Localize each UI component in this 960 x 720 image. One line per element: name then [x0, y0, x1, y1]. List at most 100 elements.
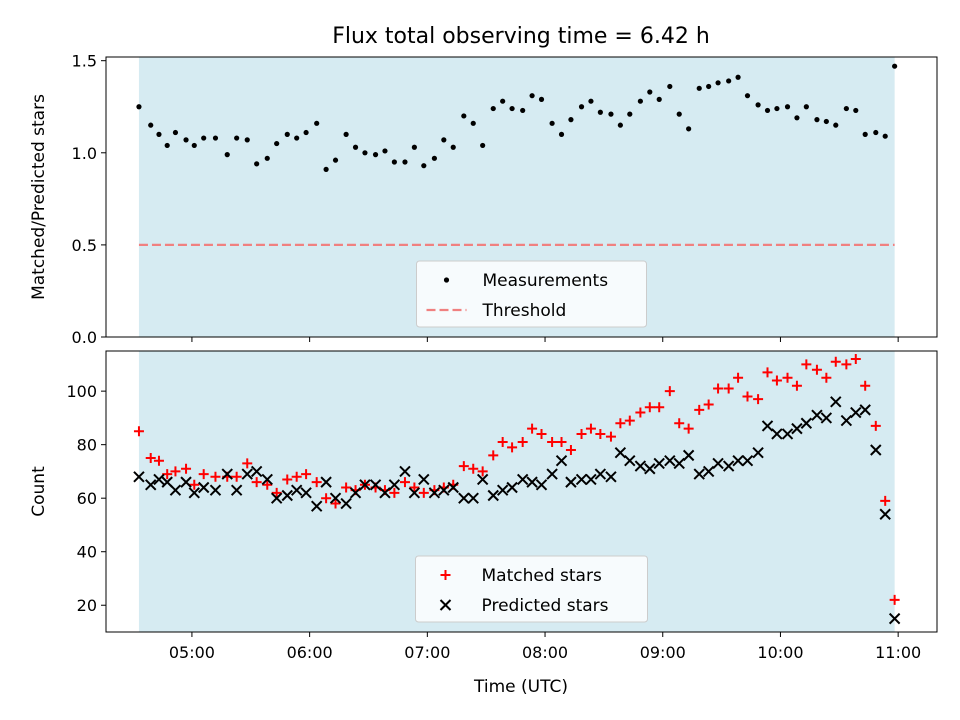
predicted-star-point-20: [329, 492, 342, 504]
predicted-star-point-64: [761, 420, 774, 432]
measurement-point-73: [853, 107, 859, 114]
predicted-star-point-54: [664, 455, 676, 467]
predicted-star-point-37: [496, 484, 509, 496]
predicted-star-point-24: [369, 479, 382, 491]
measurement-point-62: [744, 93, 751, 99]
y-tick-label: 0.5: [72, 236, 97, 255]
predicted-star-point-40: [526, 476, 538, 488]
measurement-point-30: [431, 155, 437, 161]
matched-star-point-40: [527, 423, 538, 434]
matched-star-point-57: [694, 404, 705, 415]
legend-label: Measurements: [483, 271, 609, 291]
matched-star-point-67: [791, 380, 802, 391]
measurement-point-39: [520, 107, 526, 114]
matched-star-point-34: [468, 463, 479, 474]
matched-star-point-45: [576, 428, 587, 439]
predicted-star-point-67: [791, 422, 803, 435]
x-tick-label: 10:00: [757, 643, 803, 662]
predicted-star-point-60: [722, 460, 735, 472]
measurement-point-11: [244, 137, 250, 143]
matched-star-point-19: [321, 493, 332, 504]
measurement-point-72: [843, 105, 849, 112]
matched-star-point-12: [251, 477, 262, 488]
measurement-point-59: [715, 80, 721, 86]
measurement-point-01: [148, 122, 154, 128]
predicted-star-point-70: [820, 412, 833, 424]
matched-star-point-10: [231, 471, 242, 482]
predicted-star-point-76: [879, 508, 891, 520]
predicted-star-point-08: [209, 484, 222, 496]
measurement-point-36: [490, 105, 496, 112]
matched-star-point-76: [880, 495, 891, 506]
matched-star-point-49: [615, 418, 626, 429]
predicted-star-point-58: [702, 465, 715, 478]
predicted-star-point-47: [594, 468, 607, 480]
measurement-point-20: [332, 157, 339, 163]
predicted-star-point-75: [870, 444, 882, 456]
matched-star-point-73: [850, 354, 861, 365]
matched-star-point-53: [654, 402, 665, 413]
predicted-star-point-41: [535, 479, 548, 491]
measurement-point-40: [529, 93, 535, 99]
matched-star-point-29: [418, 487, 429, 498]
axes-frame: [105, 56, 938, 338]
matched-star-point-71: [830, 356, 841, 367]
matched-star-point-01: [145, 453, 156, 464]
predicted-star-point-44: [565, 476, 577, 488]
measurement-point-00: [136, 104, 142, 110]
y-tick-label: 1.0: [72, 144, 97, 163]
matched-star-point-65: [771, 375, 782, 386]
legend-marker-x: [439, 599, 452, 611]
legend-label: Threshold: [482, 301, 567, 321]
predicted-star-point-13: [261, 473, 273, 486]
predicted-star-point-26: [388, 479, 401, 491]
predicted-star-point-22: [349, 487, 362, 499]
measurement-point-32: [450, 144, 456, 150]
measurement-point-54: [667, 83, 673, 90]
matched-star-point-51: [635, 407, 646, 418]
y-tick-label: 80: [77, 436, 97, 455]
measurement-point-34: [470, 120, 476, 126]
measurement-point-21: [343, 131, 349, 137]
measurement-point-66: [784, 104, 791, 110]
measurement-point-38: [509, 105, 515, 112]
measurement-point-76: [882, 133, 888, 139]
matched-star-point-72: [841, 359, 852, 370]
measurement-point-45: [578, 104, 585, 110]
matched-star-point-33: [458, 461, 469, 472]
predicted-star-point-71: [830, 396, 842, 408]
measurement-point-55: [676, 111, 682, 117]
measurement-point-09: [224, 152, 230, 158]
matched-star-point-66: [782, 372, 793, 383]
matched-star-point-77: [889, 594, 900, 605]
measurement-point-06: [191, 142, 197, 149]
measurement-point-64: [764, 107, 771, 114]
legend-marker-plus: [440, 570, 451, 580]
predicted-star-point-15: [281, 489, 293, 502]
matched-star-point-63: [753, 394, 764, 405]
predicted-star-point-50: [624, 455, 636, 467]
measurement-point-51: [637, 98, 643, 104]
matched-star-point-69: [811, 364, 822, 375]
measurement-point-61: [735, 74, 741, 80]
predicted-star-point-05: [180, 476, 192, 488]
measurement-point-48: [608, 111, 614, 117]
matched-star-point-04: [170, 466, 181, 477]
predicted-star-point-07: [197, 481, 210, 494]
predicted-star-point-14: [270, 492, 283, 504]
predicted-star-point-29: [418, 473, 430, 486]
ratio-panel: 0.0 0.5 1.0 1.5 Matched/Predicted stars Measu…: [29, 52, 938, 347]
y-tick-label: 60: [77, 489, 97, 508]
predicted-star-point-66: [781, 428, 794, 440]
predicted-star-point-74: [859, 404, 871, 416]
matched-star-point-50: [624, 415, 635, 426]
predicted-star-point-68: [800, 417, 813, 429]
measurement-point-60: [726, 78, 732, 84]
predicted-star-point-16: [290, 484, 303, 496]
predicted-star-point-55: [673, 457, 685, 470]
matched-star-point-61: [733, 372, 744, 383]
predicted-star-point-63: [752, 446, 764, 459]
measurement-point-47: [597, 109, 603, 115]
measurement-point-37: [500, 98, 506, 104]
measurement-point-74: [862, 131, 868, 137]
